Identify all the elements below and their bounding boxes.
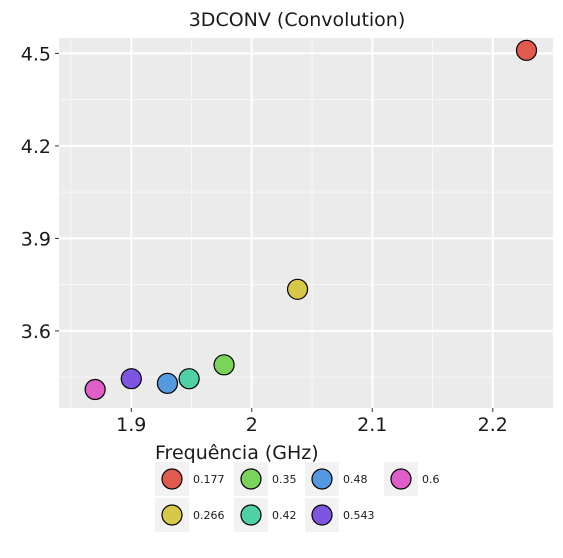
data-points	[84, 39, 538, 401]
data-point-0.543	[120, 368, 142, 390]
y-tick-label: 3.6	[21, 321, 51, 343]
legend-label: 0.42	[272, 509, 297, 522]
legend-key-0.6	[390, 468, 412, 490]
legend: Frequência (GHz) 0.177 0.266 0.35 0.42 0.48 0…	[155, 442, 440, 532]
data-point-0.6	[84, 378, 106, 401]
legend-label: 0.6	[422, 473, 440, 486]
legend-title: Frequência (GHz)	[155, 442, 319, 464]
y-tick-label: 3.9	[21, 228, 51, 250]
axis-ticks: 1.9 2 2.1 2.2 3.6 3.9 4.2 4.5	[21, 43, 508, 436]
data-point-0.35	[213, 354, 235, 376]
data-point-0.48	[156, 372, 179, 394]
x-tick-label: 2.1	[357, 414, 387, 436]
legend-key-0.42	[240, 504, 262, 526]
legend-label: 0.48	[343, 473, 368, 486]
x-tick-label: 1.9	[116, 414, 146, 436]
legend-key-0.543	[311, 504, 333, 526]
y-tick-label: 4.5	[21, 43, 51, 65]
data-point-0.42	[178, 368, 200, 390]
legend-label: 0.266	[193, 509, 225, 522]
legend-label: 0.35	[272, 473, 297, 486]
legend-key-0.35	[240, 468, 262, 490]
x-tick-label: 2	[246, 414, 258, 436]
y-tick-label: 4.2	[21, 136, 51, 158]
legend-label: 0.543	[343, 509, 375, 522]
legend-key-0.177	[161, 468, 183, 490]
chart-title: 3DCONV (Convolution)	[189, 9, 406, 31]
plot-panel	[59, 38, 553, 408]
data-point-0.266	[286, 278, 309, 300]
legend-label: 0.177	[193, 473, 225, 486]
legend-key-0.266	[161, 504, 183, 526]
data-point-0.177	[515, 39, 538, 61]
legend-key-0.48	[311, 468, 333, 490]
x-tick-label: 2.2	[478, 414, 508, 436]
